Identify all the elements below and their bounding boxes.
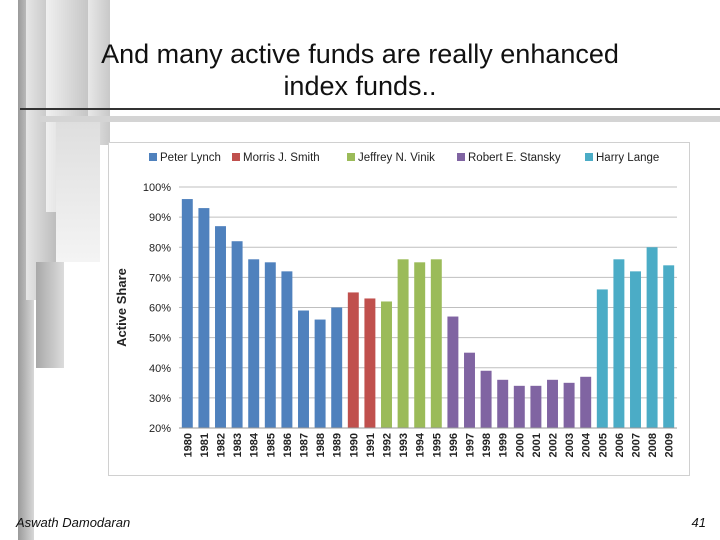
x-tick-label: 2003	[564, 433, 576, 457]
bar-1986	[281, 271, 293, 428]
bar-1981	[198, 208, 210, 428]
x-tick-label: 1982	[216, 433, 228, 457]
y-tick-label: 100%	[143, 182, 171, 194]
x-tick-label: 2001	[531, 433, 543, 457]
x-tick-label: 2004	[581, 432, 593, 457]
author-name: Aswath Damodaran	[16, 515, 131, 530]
bar-1989	[331, 307, 343, 428]
legend-swatch	[457, 153, 465, 161]
y-tick-label: 80%	[149, 242, 171, 254]
bar-2004	[580, 376, 592, 428]
x-tick-label: 1986	[282, 433, 294, 457]
x-tick-label: 1988	[315, 433, 327, 457]
x-tick-label: 1991	[365, 433, 377, 457]
page-number: 41	[691, 515, 706, 530]
x-tick-label: 1985	[265, 433, 277, 457]
y-tick-label: 20%	[149, 423, 171, 435]
x-tick-label: 2006	[614, 433, 626, 457]
x-tick-label: 2000	[514, 433, 526, 457]
x-tick-label: 2002	[548, 433, 560, 457]
bar-1995	[430, 259, 442, 428]
x-tick-label: 1984	[249, 432, 261, 457]
bar-2006	[613, 259, 625, 428]
chart-container: 20% 30% 40% 50% 60% 70% 80% 90% 100% Active Share…	[108, 142, 690, 476]
legend-swatch	[232, 153, 240, 161]
x-tick-label: 2005	[597, 433, 609, 457]
bar-2002	[547, 379, 558, 428]
bar-1994	[414, 262, 426, 428]
decor-bar-6	[56, 120, 100, 262]
x-tick-label: 1994	[415, 432, 427, 457]
bar-2000	[513, 385, 525, 428]
bar-1980	[181, 199, 193, 428]
y-tick-label: 40%	[149, 363, 171, 375]
x-tick-label: 1992	[382, 433, 394, 457]
x-tick-label: 1997	[465, 433, 477, 457]
bar-1996	[447, 316, 459, 428]
title-divider-shadow	[40, 116, 720, 122]
legend-label: Jeffrey N. Vinik	[358, 152, 435, 164]
y-tick-label: 60%	[149, 303, 171, 315]
x-tick-label: 1990	[348, 433, 360, 457]
bar-1985	[264, 262, 276, 428]
x-tick-label: 1983	[232, 433, 244, 457]
bar-1999	[497, 379, 509, 428]
x-tick-label: 1995	[431, 433, 443, 457]
slide-title-line-2: index funds..	[283, 71, 437, 101]
bar-2003	[563, 382, 575, 428]
slide-title-line-1: And many active funds are really enhance…	[101, 39, 619, 69]
bar-1983	[231, 241, 243, 428]
title-divider	[20, 108, 720, 110]
bar-2001	[530, 385, 542, 428]
bar-1997	[464, 352, 475, 428]
bar-1993	[397, 259, 409, 428]
legend-label: Peter Lynch	[160, 152, 221, 164]
bar-1982	[215, 226, 226, 428]
bar-2008	[646, 247, 658, 428]
x-tick-label: 2009	[664, 433, 676, 457]
bar-1992	[381, 301, 392, 428]
x-tick-label: 1998	[481, 433, 493, 457]
y-tick-label: 50%	[149, 333, 171, 345]
x-tick-label: 1996	[448, 433, 460, 457]
bar-1984	[248, 259, 260, 428]
x-tick-label: 1989	[332, 433, 344, 457]
bar-1991	[364, 298, 376, 428]
x-tick-label: 1999	[498, 433, 510, 457]
x-tick-label: 1993	[398, 433, 410, 457]
slide-title: And many active funds are really enhance…	[60, 38, 660, 102]
bar-2005	[596, 289, 608, 428]
x-tick-label: 1987	[299, 433, 311, 457]
legend-label: Morris J. Smith	[243, 152, 320, 164]
y-tick-label: 30%	[149, 393, 171, 405]
decor-bar-5	[36, 262, 64, 368]
y-tick-label: 90%	[149, 212, 171, 224]
bar-1988	[314, 319, 326, 428]
bar-2009	[663, 265, 675, 428]
bar-1987	[298, 310, 309, 428]
y-axis-label: Active Share	[114, 268, 129, 347]
bar-2007	[630, 271, 641, 428]
active-share-chart: 20% 30% 40% 50% 60% 70% 80% 90% 100% Active Share…	[114, 152, 677, 457]
legend-label: Robert E. Stansky	[468, 152, 561, 164]
x-tick-label: 1981	[199, 433, 211, 457]
bar-1998	[480, 370, 492, 428]
legend-swatch	[585, 153, 593, 161]
x-tick-label: 2007	[631, 433, 643, 457]
y-tick-label: 70%	[149, 272, 171, 284]
legend-swatch	[347, 153, 355, 161]
x-tick-label: 1980	[182, 433, 194, 457]
legend-swatch	[149, 153, 157, 161]
legend-label: Harry Lange	[596, 152, 659, 164]
bar-1990	[347, 292, 359, 428]
x-tick-label: 2008	[647, 433, 659, 457]
